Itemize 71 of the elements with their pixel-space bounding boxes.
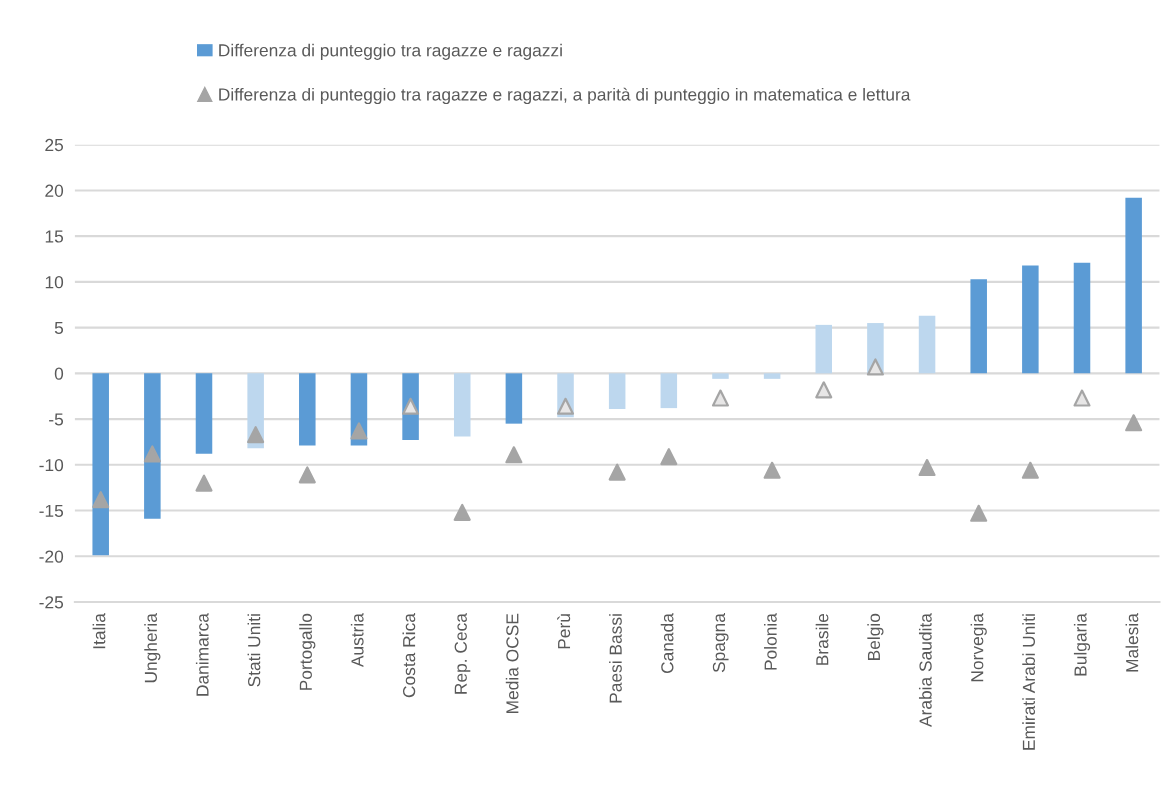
x-tick-label: Costa Rica	[402, 613, 416, 698]
bar	[453, 373, 471, 437]
y-tick-label: 5	[54, 321, 64, 335]
point	[556, 397, 575, 415]
point	[1073, 389, 1091, 407]
x-tick-label: Belgio	[867, 613, 884, 660]
bar	[970, 279, 987, 374]
point	[970, 504, 988, 522]
y-tick-label: -10	[39, 458, 64, 472]
y-tick-label: -5	[49, 413, 64, 426]
point	[505, 446, 523, 464]
bar	[505, 373, 523, 424]
y-tick-label: 15	[45, 230, 64, 243]
x-tick-label: Brasile	[815, 613, 829, 665]
x-tick-label: Polonia	[764, 613, 777, 670]
point	[195, 474, 213, 492]
point	[1021, 461, 1039, 479]
x-tick-label: Bulgaria	[1073, 613, 1091, 676]
point	[763, 461, 781, 479]
point	[143, 445, 161, 463]
point	[866, 358, 884, 376]
x-tick-label: Arabia Saudita	[918, 613, 932, 727]
bar	[144, 373, 161, 519]
x-tick-label: Rep. Ceca	[454, 613, 471, 694]
y-tick-label: -25	[39, 596, 64, 609]
point	[711, 389, 730, 407]
bar	[660, 373, 678, 409]
bar	[1022, 265, 1039, 374]
y-tick-label: 20	[45, 184, 64, 197]
y-tick-label: 10	[45, 276, 64, 289]
bar	[763, 373, 781, 379]
x-tick-label: Italia	[92, 613, 106, 649]
y-tick-label: 0	[54, 367, 64, 380]
point	[660, 448, 678, 466]
x-tick-label: Austria	[350, 613, 364, 668]
bar	[299, 373, 316, 446]
point	[815, 381, 833, 399]
x-tick-label: Emirati Arabi Uniti	[1022, 614, 1036, 750]
point	[918, 459, 936, 477]
point	[1125, 414, 1143, 432]
bar	[608, 373, 626, 410]
x-tick-label: Perù	[557, 614, 571, 649]
y-tick-label: -15	[39, 504, 64, 518]
bar	[712, 373, 729, 379]
x-tick-label: Portogallo	[299, 613, 316, 690]
bar	[1073, 262, 1091, 374]
x-tick-label: Danimarca	[195, 613, 209, 696]
legend-label: Differenza di punteggio tra ragazze e ragazzi, a parità di punteggio in matematica e lettura	[219, 87, 911, 105]
y-tick-label: 25	[45, 138, 64, 152]
point	[247, 426, 265, 444]
x-tick-label: Paesi Bassi	[609, 614, 622, 703]
legend-label: Differenza di punteggio tra ragazze e ragazzi	[219, 43, 562, 60]
bar	[195, 373, 213, 454]
bar	[1125, 197, 1142, 374]
bar	[918, 315, 936, 374]
point	[402, 397, 420, 415]
x-tick-label: Media OCSE	[505, 613, 519, 713]
x-tick-label: Norvegia	[970, 613, 987, 682]
point	[453, 503, 471, 521]
point	[350, 422, 368, 440]
x-tick-label: Canada	[660, 613, 674, 674]
point	[298, 466, 316, 484]
x-tick-label: Ungheria	[144, 613, 161, 683]
y-tick-label: -20	[39, 550, 64, 563]
bar	[815, 324, 833, 374]
x-tick-label: Stati Uniti	[247, 614, 261, 687]
bar	[92, 373, 109, 556]
point	[92, 491, 110, 509]
point	[608, 463, 626, 481]
x-tick-label: Malesia	[1125, 613, 1139, 672]
x-tick-label: Spagna	[712, 613, 729, 673]
